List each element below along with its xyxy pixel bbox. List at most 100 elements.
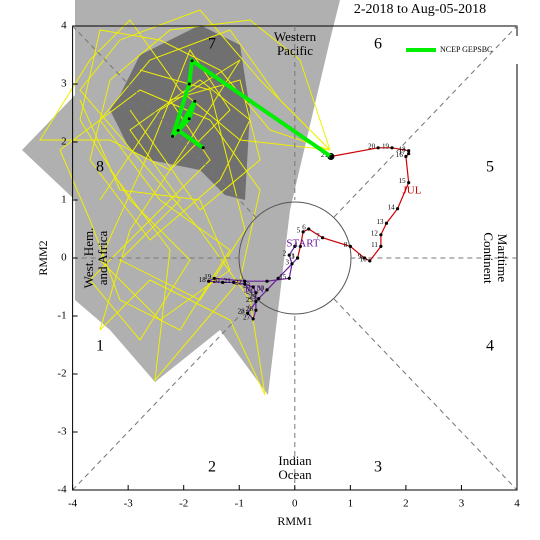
observed-point — [254, 299, 258, 304]
observed-point — [295, 256, 300, 260]
ensemble-members — [39, 9, 331, 396]
legend: NCEP GEPSBC — [398, 36, 518, 64]
observed-point — [348, 244, 352, 248]
phase-divider — [72, 25, 256, 218]
y-axis-label: RMM2 — [36, 240, 50, 275]
annotation: JUN — [244, 284, 264, 296]
day-label: 21 — [321, 151, 329, 159]
observed-point — [307, 227, 311, 231]
y-tick-label: -2 — [57, 368, 66, 380]
day-label: 15 — [279, 273, 287, 281]
observed-point — [287, 276, 291, 280]
day-label: 15 — [399, 177, 407, 185]
y-tick-label: -3 — [57, 426, 67, 438]
member-line — [59, 29, 331, 382]
observed-point — [245, 311, 250, 315]
observed-point — [407, 181, 411, 185]
forecast-point — [171, 134, 175, 138]
observed-point — [243, 279, 247, 283]
x-tick-label: 1 — [348, 498, 354, 510]
day-label: 18 — [399, 145, 407, 153]
observed-point — [407, 152, 411, 156]
forecast-point — [193, 99, 197, 103]
observed-point — [320, 236, 325, 240]
forecast-point — [329, 155, 333, 158]
x-tick-label: 2 — [403, 498, 409, 510]
legend-label: NCEP GEPSBC — [440, 45, 492, 54]
observed-point — [287, 253, 291, 257]
forecast-point — [201, 146, 205, 150]
day-label: 16 — [396, 151, 404, 159]
observed-point — [379, 233, 383, 237]
y-tick-label: -1 — [57, 310, 66, 322]
observed-point — [298, 244, 302, 248]
y-tick-label: 0 — [61, 252, 67, 264]
day-label: 19 — [382, 142, 390, 150]
phase-number: 2 — [208, 459, 216, 476]
observed-point — [407, 149, 411, 153]
observed-point — [301, 230, 305, 234]
day-label: 29 — [249, 293, 257, 301]
y-tick-label: 2 — [61, 136, 67, 148]
phase-number: 6 — [374, 36, 382, 53]
observed-point — [290, 262, 294, 266]
day-label: 24 — [246, 287, 254, 295]
day-label: 8 — [344, 241, 348, 249]
observed-point — [254, 308, 258, 312]
observed-point — [368, 259, 372, 263]
y-tick-label: 3 — [61, 78, 67, 90]
x-tick-label: -1 — [235, 498, 244, 510]
day-label: 26 — [246, 305, 254, 313]
day-label: 2 — [283, 250, 287, 258]
observed-point — [276, 276, 280, 280]
region-label: Indian — [278, 453, 312, 468]
x-tick-label: 0 — [292, 498, 298, 510]
region-label: Pacific — [277, 43, 313, 58]
day-label: 6 — [302, 224, 306, 232]
x-axis-label: RMM1 — [277, 514, 312, 528]
day-label: 11 — [371, 241, 378, 249]
day-label: 13 — [376, 218, 384, 226]
day-label: 28 — [238, 308, 246, 316]
day-label: 7 — [316, 232, 320, 240]
day-label: 3 — [286, 258, 290, 266]
member-line — [39, 19, 331, 321]
observed-point — [232, 280, 236, 284]
annotation: JUL — [403, 185, 422, 197]
region-label: Western — [274, 29, 317, 44]
observed-point — [395, 207, 400, 211]
observed-point — [404, 154, 408, 159]
x-tick-label: -3 — [124, 498, 134, 510]
day-label: 25 — [246, 296, 254, 304]
observed-point — [376, 146, 380, 150]
observed-point — [251, 285, 255, 289]
day-label: 4 — [294, 241, 298, 249]
observed-point — [254, 291, 258, 295]
phase-number: 3 — [374, 459, 382, 476]
region-label: Maritime — [495, 234, 510, 283]
observed-point — [390, 146, 394, 150]
forecast-point — [190, 59, 194, 63]
day-label: 14 — [388, 203, 396, 211]
region-label: West. Hem. — [81, 228, 96, 289]
phase-divider — [333, 298, 518, 491]
y-tick-label: 1 — [61, 194, 67, 206]
day-label: 1 — [291, 253, 295, 261]
chart-title: 2-2018 to Aug-05-2018 — [354, 2, 486, 17]
phase-number: 5 — [486, 159, 494, 176]
x-tick-label: -4 — [68, 498, 78, 510]
annotation: START — [286, 238, 320, 250]
phase-number: 7 — [208, 36, 216, 53]
day-label: 5 — [297, 227, 301, 235]
observed-point — [379, 244, 383, 248]
phase-number: 1 — [96, 338, 104, 355]
x-tick-label: 3 — [459, 498, 465, 510]
observed-point — [220, 280, 225, 284]
day-label: 27 — [243, 314, 251, 322]
forecast-point — [187, 117, 191, 121]
observed-point — [251, 317, 255, 321]
day-label: 22 — [235, 279, 243, 287]
member-line — [79, 29, 331, 341]
day-label: 10 — [360, 256, 368, 264]
